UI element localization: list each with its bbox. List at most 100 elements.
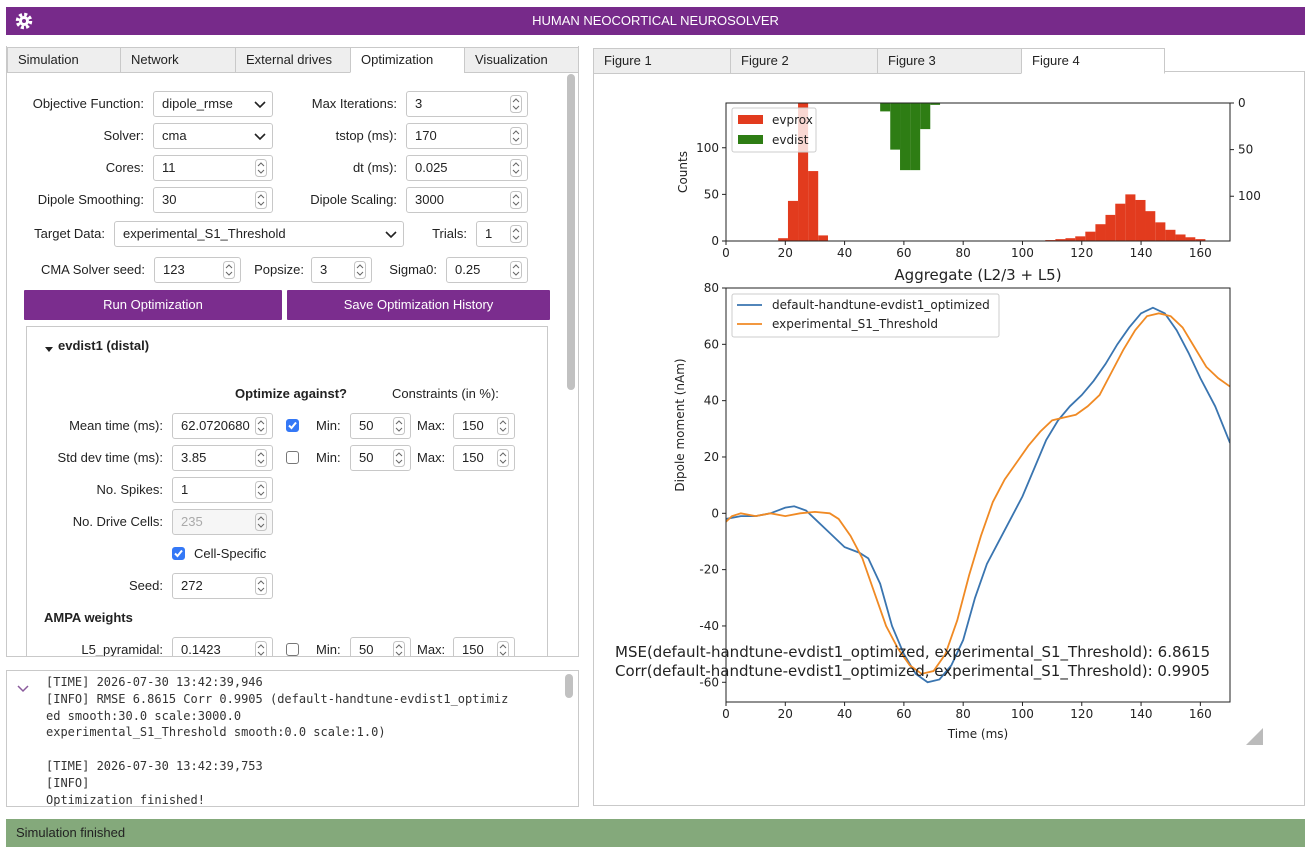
- spinner[interactable]: [223, 261, 235, 279]
- spinner[interactable]: [393, 641, 405, 657]
- tab[interactable]: Visualization: [464, 47, 578, 73]
- spin-up[interactable]: [257, 644, 265, 649]
- input-field[interactable]: 0.1423: [172, 637, 273, 657]
- spin-up[interactable]: [395, 420, 403, 425]
- input-field[interactable]: 50: [350, 413, 411, 439]
- spin-up[interactable]: [356, 264, 364, 269]
- tab[interactable]: Simulation: [7, 47, 121, 73]
- spin-down[interactable]: [257, 459, 265, 464]
- spin-up[interactable]: [499, 452, 507, 457]
- spin-down[interactable]: [225, 271, 233, 276]
- spinner[interactable]: [510, 225, 522, 243]
- input-field[interactable]: 150: [453, 445, 515, 471]
- spin-down[interactable]: [257, 523, 265, 528]
- spinner[interactable]: [255, 159, 267, 177]
- spin-down[interactable]: [512, 235, 520, 240]
- spin-down[interactable]: [512, 105, 520, 110]
- spin-up[interactable]: [257, 420, 265, 425]
- spinner[interactable]: [255, 449, 267, 467]
- spin-down[interactable]: [257, 587, 265, 592]
- tab[interactable]: Figure 2: [730, 48, 878, 74]
- spin-down[interactable]: [257, 491, 265, 496]
- spin-up[interactable]: [512, 162, 520, 167]
- spin-down[interactable]: [499, 427, 507, 432]
- spinner[interactable]: [510, 95, 522, 113]
- spin-down[interactable]: [395, 427, 403, 432]
- input-field[interactable]: 50: [350, 637, 411, 657]
- spin-up[interactable]: [512, 228, 520, 233]
- input-field[interactable]: 3: [406, 91, 528, 117]
- spin-up[interactable]: [512, 130, 520, 135]
- spinner[interactable]: [510, 159, 522, 177]
- spin-up[interactable]: [257, 452, 265, 457]
- spinner[interactable]: [497, 449, 509, 467]
- input-field[interactable]: cma: [153, 123, 273, 149]
- spin-down[interactable]: [257, 651, 265, 656]
- spin-up[interactable]: [512, 194, 520, 199]
- input-field[interactable]: 1: [476, 221, 528, 247]
- spin-up[interactable]: [395, 644, 403, 649]
- resize-handle[interactable]: [1246, 728, 1263, 745]
- tab[interactable]: Optimization: [350, 47, 465, 73]
- input-field[interactable]: 123: [154, 257, 241, 283]
- input-field[interactable]: 272: [172, 573, 273, 599]
- spin-down[interactable]: [257, 169, 265, 174]
- input-field[interactable]: experimental_S1_Threshold: [114, 221, 404, 247]
- input-field[interactable]: 3000: [406, 187, 528, 213]
- spinner[interactable]: [510, 127, 522, 145]
- input-field[interactable]: 11: [153, 155, 273, 181]
- input-field[interactable]: 0.25: [446, 257, 528, 283]
- button[interactable]: Save Optimization History: [287, 290, 550, 320]
- input-field[interactable]: 30: [153, 187, 273, 213]
- spinner[interactable]: [255, 191, 267, 209]
- tab[interactable]: Figure 1: [593, 48, 731, 74]
- spinner[interactable]: [393, 449, 405, 467]
- spin-down[interactable]: [512, 271, 520, 276]
- spin-up[interactable]: [257, 194, 265, 199]
- spin-up[interactable]: [257, 516, 265, 521]
- input-field[interactable]: 50: [350, 445, 411, 471]
- input-field[interactable]: 0.025: [406, 155, 528, 181]
- spin-down[interactable]: [395, 459, 403, 464]
- spin-up[interactable]: [499, 644, 507, 649]
- spin-down[interactable]: [257, 427, 265, 432]
- input-field[interactable]: 150: [453, 637, 515, 656]
- spin-down[interactable]: [512, 137, 520, 142]
- spin-up[interactable]: [395, 452, 403, 457]
- tab[interactable]: Figure 4: [1021, 48, 1165, 74]
- spin-down[interactable]: [512, 169, 520, 174]
- spinner[interactable]: [497, 417, 509, 435]
- input-field[interactable]: 1: [172, 477, 273, 503]
- spinner[interactable]: [510, 191, 522, 209]
- collapse-chevron[interactable]: [16, 681, 30, 699]
- checkbox[interactable]: [286, 643, 299, 656]
- spinner[interactable]: [255, 641, 267, 657]
- collapse-arrow[interactable]: [45, 341, 53, 359]
- spin-down[interactable]: [257, 201, 265, 206]
- input-field[interactable]: 150: [453, 413, 515, 439]
- settings-icon[interactable]: [13, 10, 35, 32]
- spin-down[interactable]: [395, 651, 403, 656]
- spin-down[interactable]: [356, 271, 364, 276]
- spinner[interactable]: [255, 577, 267, 595]
- spin-up[interactable]: [499, 420, 507, 425]
- input-field[interactable]: 62.0720680: [172, 413, 273, 439]
- tab[interactable]: External drives: [235, 47, 351, 73]
- spin-up[interactable]: [512, 264, 520, 269]
- spinner[interactable]: [393, 417, 405, 435]
- checkbox[interactable]: [286, 451, 299, 464]
- tab[interactable]: Network: [120, 47, 236, 73]
- checkbox[interactable]: [286, 419, 299, 432]
- spinner[interactable]: [354, 261, 366, 279]
- input-field[interactable]: dipole_rmse: [153, 91, 273, 117]
- spinner[interactable]: [255, 513, 267, 531]
- spinner[interactable]: [255, 417, 267, 435]
- input-field[interactable]: 3: [311, 257, 372, 283]
- checkbox[interactable]: [172, 547, 185, 560]
- spin-up[interactable]: [512, 98, 520, 103]
- spin-up[interactable]: [257, 484, 265, 489]
- spinner[interactable]: [255, 481, 267, 499]
- button[interactable]: Run Optimization: [24, 290, 282, 320]
- spin-up[interactable]: [257, 580, 265, 585]
- spin-down[interactable]: [512, 201, 520, 206]
